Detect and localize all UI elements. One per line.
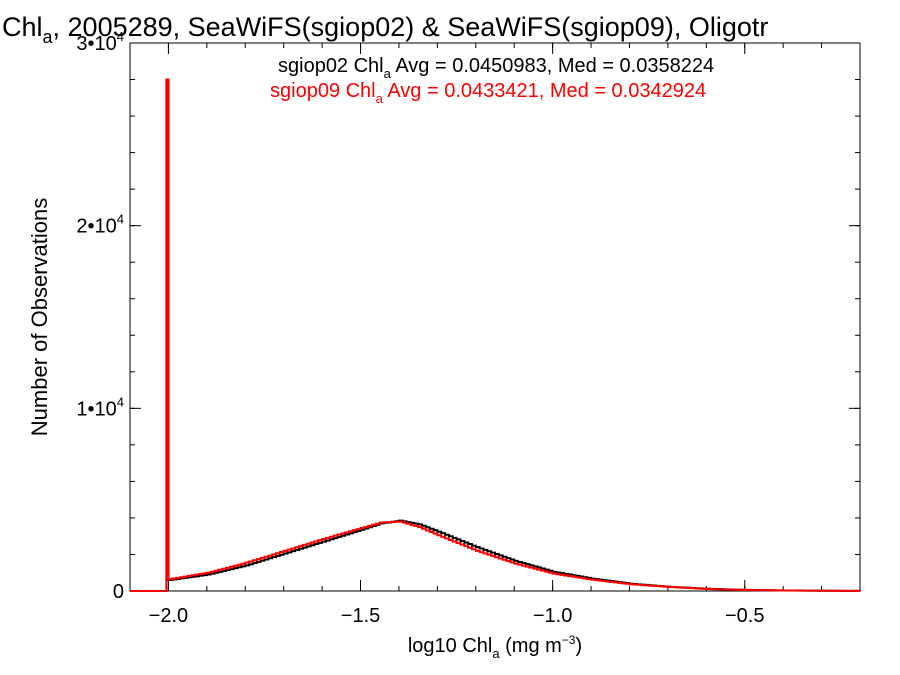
- series-layer: [130, 78, 861, 592]
- y-tick-label: 3•104: [76, 29, 124, 55]
- x-axis-ticks: −2.0 −1.5 −1.0 −0.5: [129, 43, 823, 627]
- plot-frame: [129, 42, 861, 592]
- y-tick-label: 1•104: [76, 394, 124, 420]
- x-tick-label: −1.0: [533, 605, 572, 627]
- series-1-line: [130, 78, 861, 592]
- y-tick-label: 0: [113, 581, 124, 603]
- y-tick-label: 2•104: [76, 212, 124, 238]
- x-tick-label: −2.0: [149, 605, 188, 627]
- series-2-line: [130, 78, 861, 592]
- x-tick-label: −1.5: [341, 605, 380, 627]
- legend-series-2: sgiop09 Chla Avg = 0.0433421, Med = 0.03…: [270, 80, 706, 106]
- x-tick-label: −0.5: [725, 605, 764, 627]
- y-axis-ticks: 0 1•104 2•104 3•104: [76, 29, 860, 603]
- x-axis-label: log10 Chla (mg m−3): [408, 633, 582, 661]
- chart-title: Chla, 2005289, SeaWiFS(sgiop02) & SeaWiF…: [2, 12, 768, 47]
- y-axis-label: Number of Observations: [27, 198, 52, 436]
- legend-series-1: sgiop02 Chla Avg = 0.0450983, Med = 0.03…: [278, 55, 714, 81]
